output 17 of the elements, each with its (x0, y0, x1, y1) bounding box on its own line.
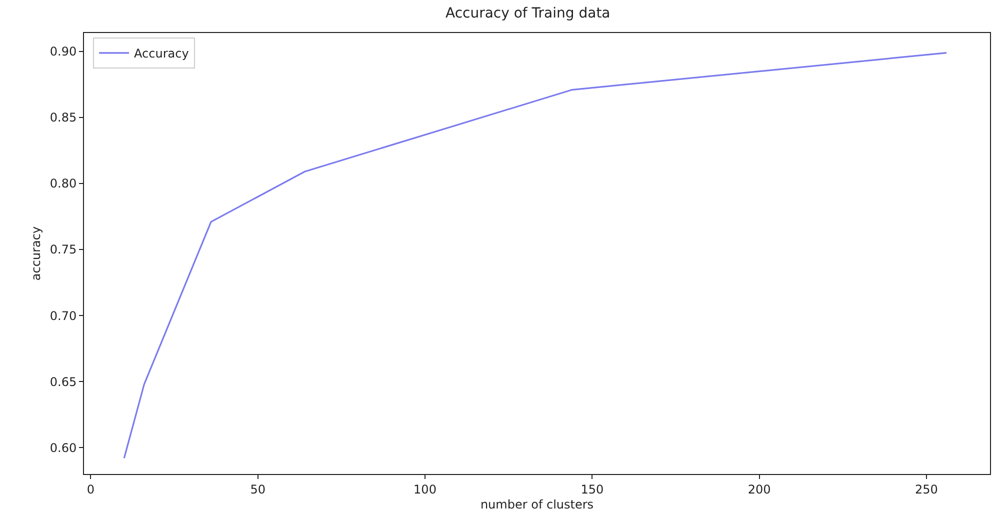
y-tick-label: 0.70 (50, 308, 77, 323)
x-tick-label: 100 (414, 482, 436, 496)
x-tick-label: 200 (748, 482, 771, 496)
legend-label: Accuracy (134, 46, 189, 61)
y-tick-label: 0.60 (50, 440, 77, 455)
x-tick-label: 150 (580, 482, 604, 496)
y-tick-label: 0.75 (50, 242, 77, 257)
y-tick-label: 0.80 (50, 176, 77, 191)
y-tick-label: 0.85 (50, 110, 77, 125)
x-tick-label: 0 (86, 482, 95, 496)
y-axis-title: accuracy (29, 226, 44, 281)
y-tick-label: 0.65 (50, 374, 77, 389)
x-tick-label: 50 (250, 482, 266, 496)
x-tick-label: 250 (915, 482, 938, 496)
chart-title: Accuracy of Traing data (445, 6, 610, 22)
x-axis-title: number of clusters (480, 497, 594, 512)
y-tick-label: 0.90 (50, 44, 77, 59)
